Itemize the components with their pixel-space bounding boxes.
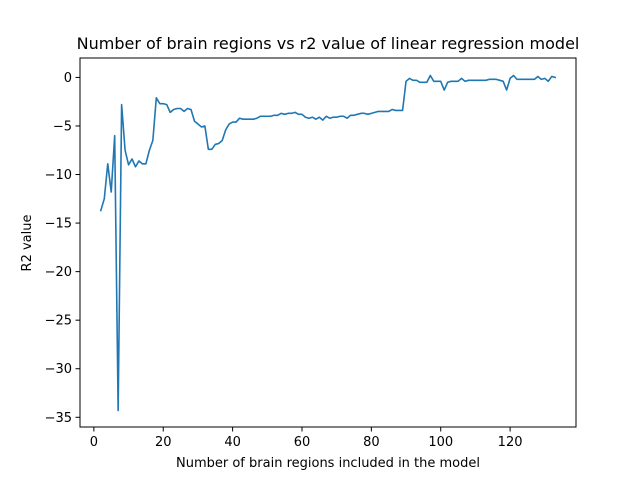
- y-tick-label: −30: [45, 362, 72, 377]
- x-tick-label: 60: [294, 435, 311, 450]
- x-tick-label: 120: [498, 435, 523, 450]
- y-tick-label: −35: [45, 411, 72, 426]
- y-axis-label: R2 value: [20, 215, 35, 272]
- series-line-0: [99, 74, 557, 412]
- y-tick-label: −25: [45, 314, 72, 329]
- axes-frame: [79, 57, 577, 428]
- y-tick-label: −10: [45, 168, 72, 183]
- x-axis-label: Number of brain regions included in the …: [176, 456, 480, 471]
- x-tick-label: 0: [90, 435, 98, 450]
- x-tick-label: 80: [363, 435, 380, 450]
- x-tick-label: 100: [428, 435, 453, 450]
- axis-ticks: 0 20 40 60 80 100 120 0 −5 −10 −15 −20 −25 −30 −35: [45, 71, 523, 450]
- x-tick-label: 20: [155, 435, 172, 450]
- y-tick-label: −20: [45, 265, 72, 280]
- x-tick-label: 40: [224, 435, 241, 450]
- plot-area: [79, 57, 577, 428]
- y-tick-label: −5: [53, 119, 72, 134]
- y-tick-label: −15: [45, 217, 72, 232]
- y-tick-label: 0: [64, 71, 72, 86]
- chart-title: Number of brain regions vs r2 value of l…: [77, 34, 580, 53]
